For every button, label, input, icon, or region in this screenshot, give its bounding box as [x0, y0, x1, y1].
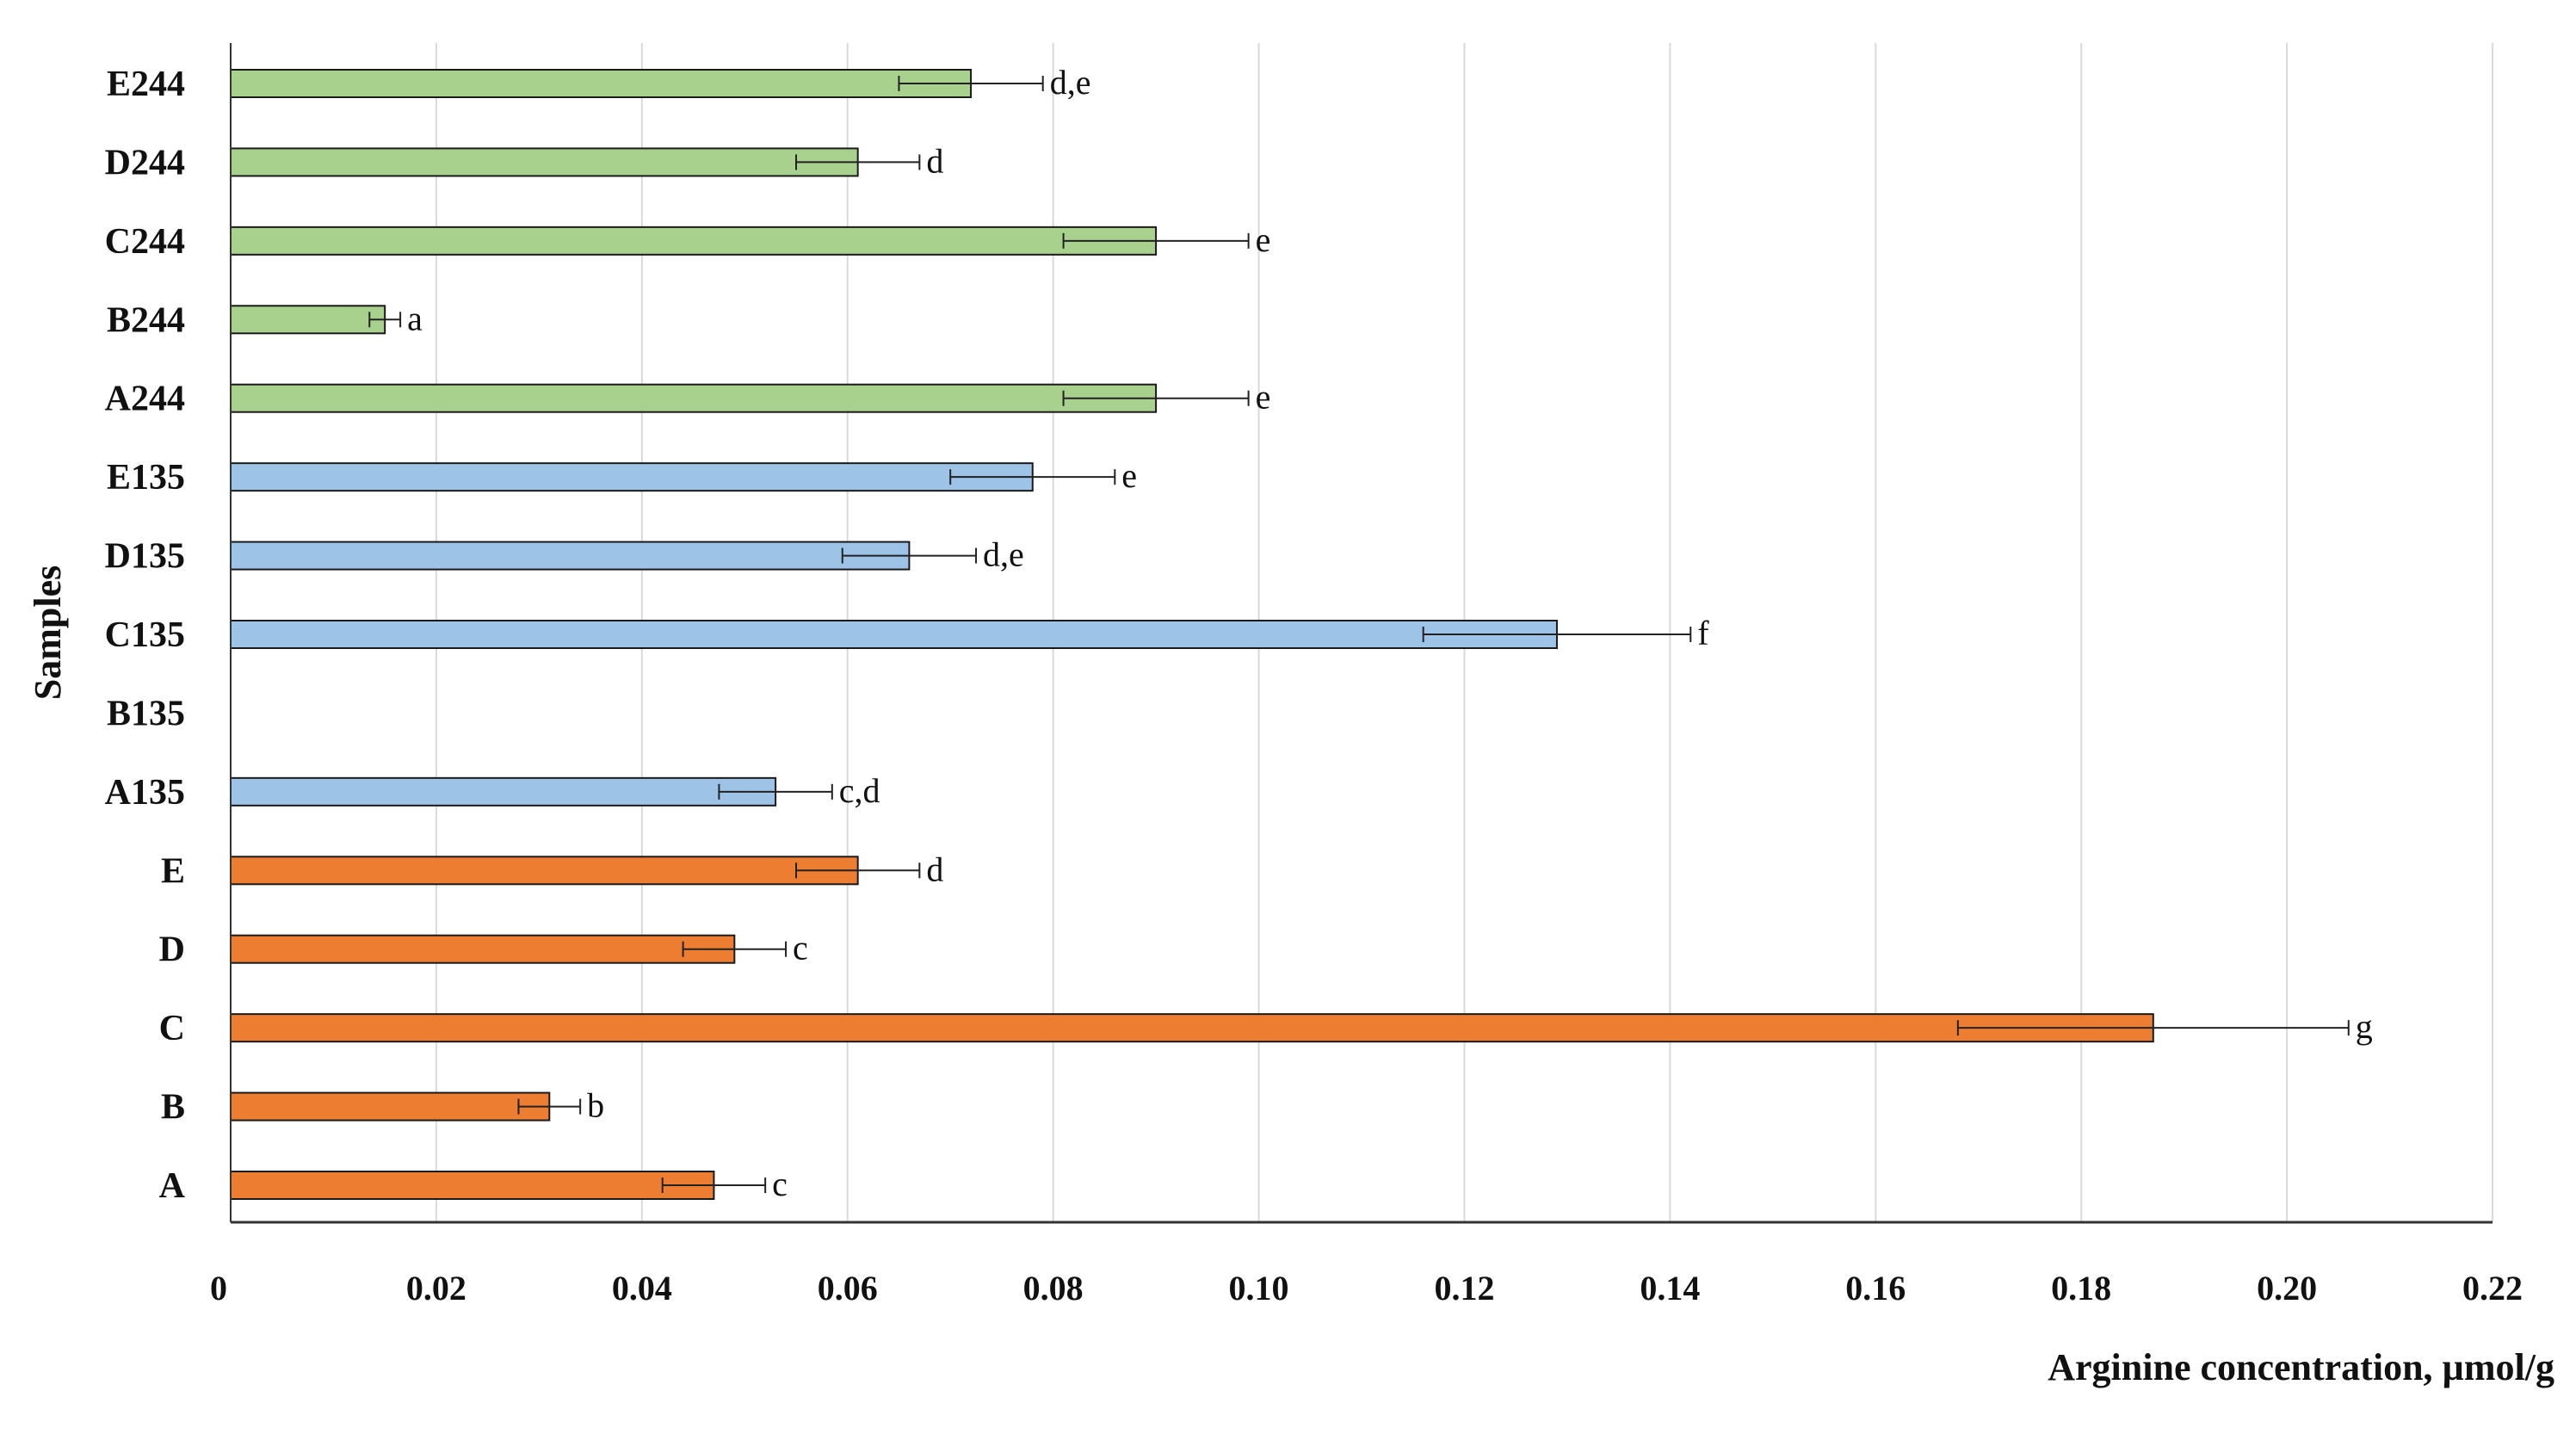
- x-tick-label: 0.22: [2462, 1269, 2523, 1307]
- x-tick-label: 0.12: [1434, 1269, 1494, 1307]
- category-label: A: [159, 1166, 186, 1206]
- category-label: D135: [105, 537, 185, 577]
- x-tick-label: 0.10: [1229, 1269, 1289, 1307]
- bar: [230, 462, 1034, 492]
- bar: [230, 1091, 551, 1122]
- bar: [230, 541, 911, 571]
- significance-label: e: [1256, 378, 1271, 417]
- x-tick-label: 0.20: [2257, 1269, 2317, 1307]
- x-tick-labels: 0 0.02 0.04 0.06 0.08 0.10 0.12 0.14 0.16 0.18 0.2…: [210, 1269, 2523, 1307]
- significance-label: e: [1256, 220, 1271, 259]
- bar: [230, 383, 1158, 413]
- category-label: C244: [105, 222, 185, 262]
- category-label: A135: [105, 773, 185, 813]
- significance-label: c: [793, 929, 808, 967]
- category-label: C135: [105, 615, 185, 655]
- bar: [230, 69, 973, 98]
- bar: [230, 856, 859, 886]
- bar: [230, 1013, 2154, 1043]
- significance-label: f: [1697, 614, 1709, 652]
- significance-label: c,d: [839, 771, 880, 810]
- x-tick-label: 0.02: [406, 1269, 466, 1307]
- y-axis-title: Samples: [27, 566, 69, 700]
- category-label: D244: [105, 143, 185, 182]
- bar: [230, 147, 859, 177]
- x-tick-label: 0.06: [818, 1269, 878, 1307]
- bar: [230, 1171, 715, 1200]
- significance-label: d: [926, 141, 943, 180]
- significance-label: c: [772, 1165, 788, 1203]
- significance-label: d: [926, 850, 943, 888]
- bar: [230, 934, 736, 964]
- category-label: B: [161, 1088, 185, 1128]
- x-tick-label: 0.08: [1023, 1269, 1084, 1307]
- x-tick-label: 0.04: [612, 1269, 672, 1307]
- significance-label: g: [2356, 1007, 2373, 1046]
- category-label: E244: [107, 65, 185, 104]
- bar: [230, 776, 777, 807]
- category-label: A244: [105, 380, 185, 419]
- category-label: C: [159, 1009, 185, 1048]
- category-label: E: [161, 851, 185, 891]
- x-tick-label: 0.14: [1640, 1269, 1700, 1307]
- significance-label: d,e: [983, 535, 1024, 574]
- category-label: B135: [107, 694, 185, 733]
- category-label: E135: [107, 458, 185, 498]
- x-tick-label: 0.16: [1845, 1269, 1906, 1307]
- significance-label: e: [1121, 456, 1137, 495]
- significance-label: d,e: [1050, 63, 1091, 102]
- bars: d,e d e a e e d,e f c,d d c g b c: [230, 63, 2373, 1203]
- bar: [230, 305, 386, 335]
- x-tick-label: 0.18: [2051, 1269, 2111, 1307]
- axes: [230, 43, 2493, 1224]
- category-label: B244: [107, 300, 185, 340]
- significance-label: b: [587, 1086, 604, 1125]
- category-label: D: [159, 930, 185, 970]
- bar: [230, 226, 1158, 256]
- x-axis-title: Arginine concentration, µmol/g: [2048, 1346, 2554, 1388]
- bar: [230, 620, 1558, 649]
- significance-label: a: [407, 299, 423, 337]
- y-tick-labels: E244 D244 C244 B244 A244 E135 D135 C135 B135 A135…: [105, 65, 186, 1206]
- x-tick-label: 0: [210, 1269, 227, 1307]
